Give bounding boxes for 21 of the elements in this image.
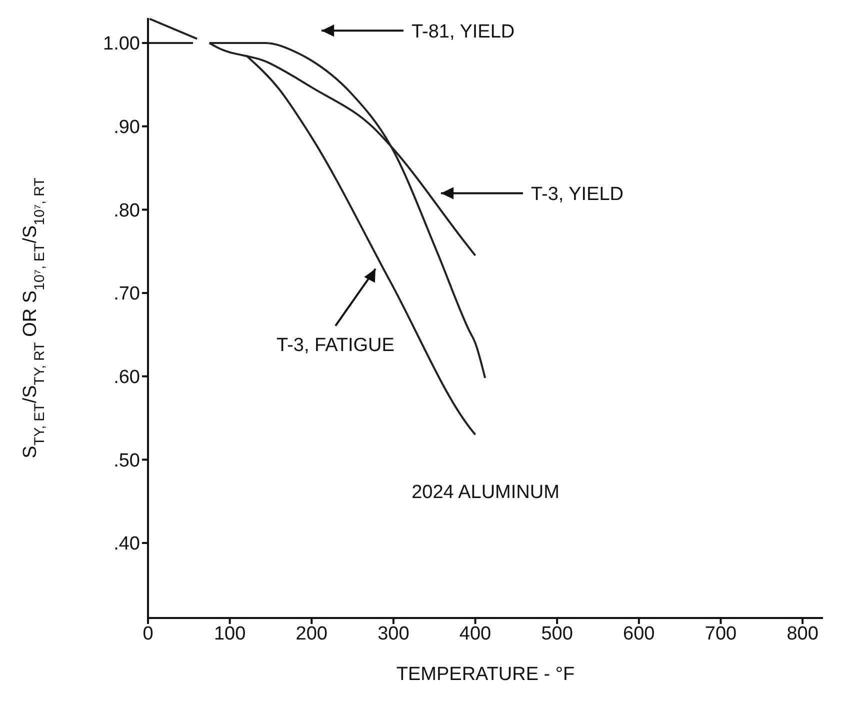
y-tick-label: .70 — [114, 284, 140, 305]
annotation: T-3, YIELD — [530, 184, 624, 206]
x-tick-label: 300 — [378, 623, 410, 644]
annotation: T-3, FATIGUE — [276, 334, 394, 356]
y-tick-label: 1.00 — [103, 34, 140, 55]
y-tick-label: .50 — [114, 450, 140, 472]
x-tick-label: 0 — [142, 623, 154, 644]
x-tick-label: 500 — [541, 623, 573, 644]
x-tick-label: 200 — [296, 623, 328, 644]
x-tick-label: 600 — [623, 623, 655, 644]
x-tick-label: 100 — [214, 623, 246, 644]
y-tick-label: .90 — [114, 117, 140, 138]
annotation: T-81, YIELD — [411, 22, 515, 43]
x-axis-title: TEMPERATURE - °F — [396, 664, 575, 685]
y-tick-label: .60 — [114, 367, 140, 388]
x-tick-label: 800 — [786, 623, 818, 644]
annotation: 2024 ALUMINUM — [412, 482, 560, 503]
x-tick-label: 700 — [704, 623, 737, 644]
y-tick-label: .80 — [114, 200, 140, 222]
x-tick-label: 400 — [459, 623, 492, 644]
y-tick-label: .40 — [114, 534, 140, 555]
